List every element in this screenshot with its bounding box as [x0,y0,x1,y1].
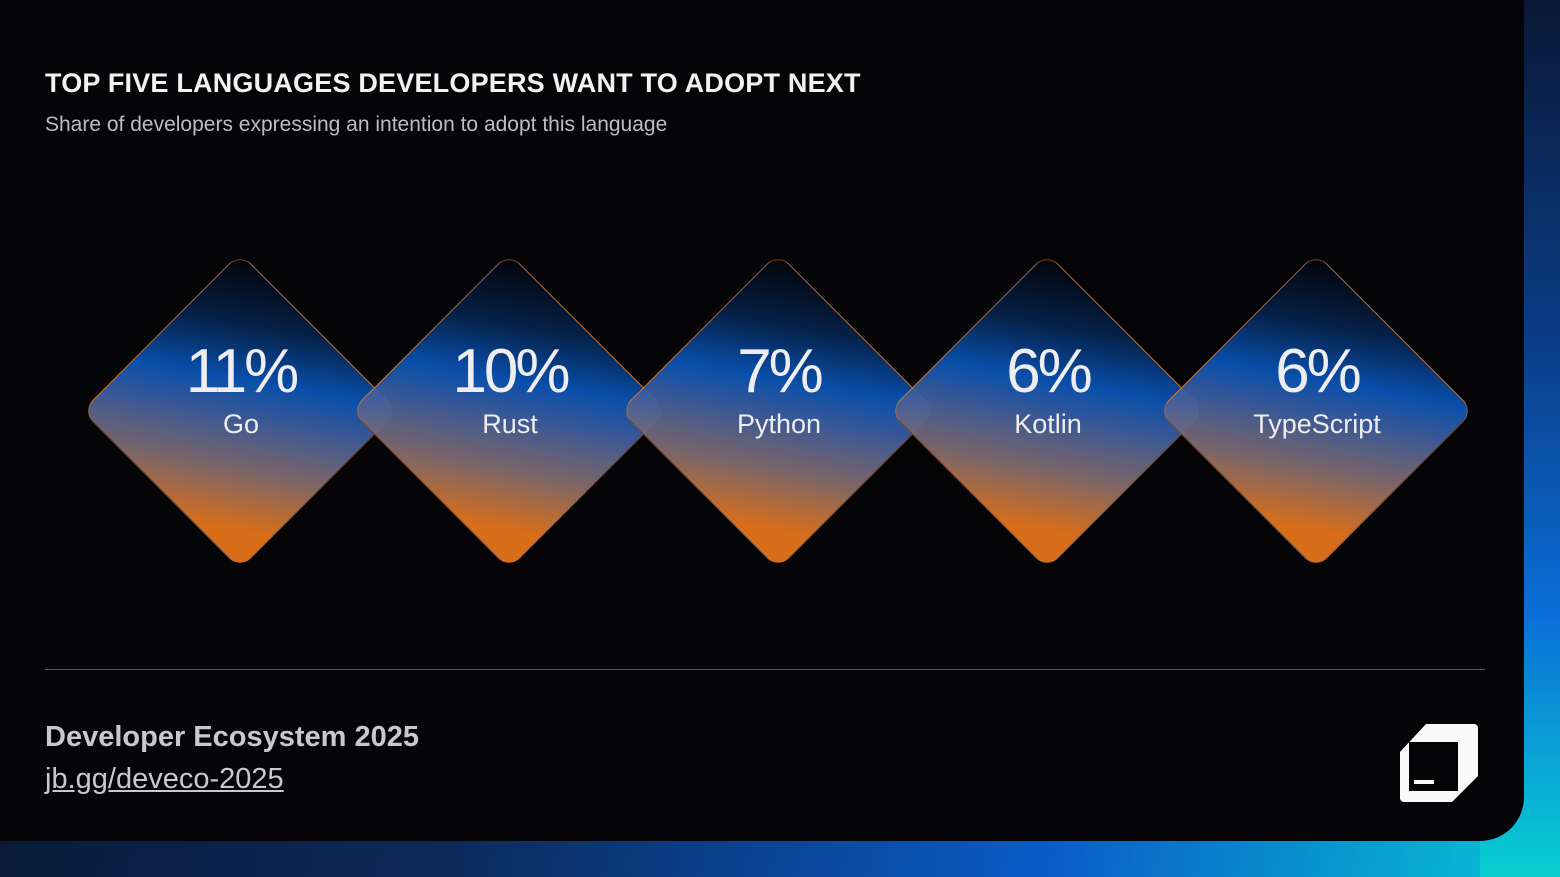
footer-title: Developer Ecosystem 2025 [45,721,419,753]
category-label: Python [736,409,822,439]
divider [45,669,1485,670]
value-label: 10% [452,337,570,406]
diamond-label-rust: 10% Rust [352,336,668,440]
report-link[interactable]: jb.gg/deveco-2025 [45,763,284,795]
diamond-label-go: 11% Go [83,336,399,440]
category-label: TypeScript [1253,409,1381,439]
diamond-label-python: 7% Python [621,336,937,440]
category-label: Kotlin [1014,409,1082,439]
value-label: 7% [737,337,824,406]
value-label: 11% [185,337,300,406]
value-label: 6% [1006,337,1093,406]
category-label: Rust [482,409,538,439]
category-label: Go [222,409,260,439]
diamond-label-typescript: 6% TypeScript [1159,336,1475,440]
jetbrains-logo-icon [1400,724,1478,802]
chart-title: TOP FIVE LANGUAGES DEVELOPERS WANT TO AD… [45,68,861,98]
chart-subtitle: Share of developers expressing an intent… [45,113,668,136]
value-label: 6% [1275,337,1362,406]
diamond-label-kotlin: 6% Kotlin [890,336,1206,440]
